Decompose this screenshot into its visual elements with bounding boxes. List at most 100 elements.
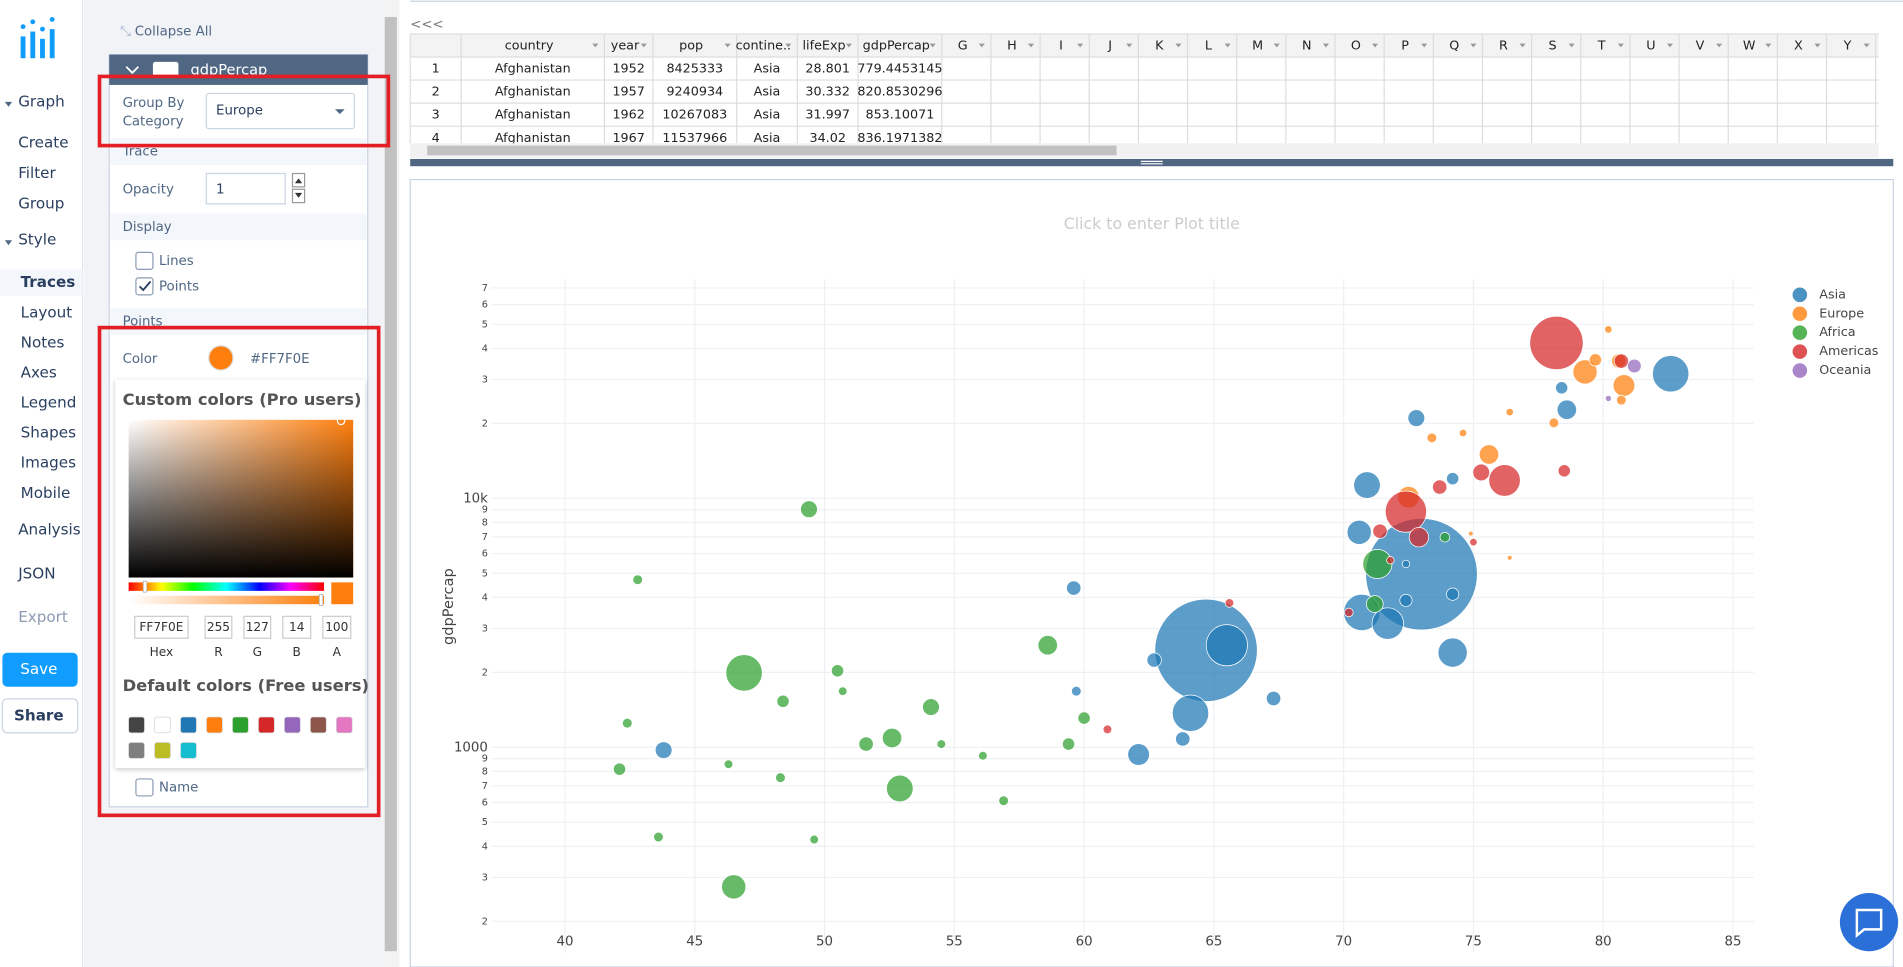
bubble[interactable] xyxy=(1469,537,1478,547)
cell[interactable]: 28.801 xyxy=(805,62,850,77)
bubble[interactable] xyxy=(775,772,786,783)
collapse-all[interactable]: Collapse All xyxy=(135,25,212,40)
cell[interactable]: Asia xyxy=(754,108,781,123)
column-header[interactable]: K xyxy=(1155,39,1164,54)
swatch[interactable] xyxy=(154,716,171,734)
bubble[interactable] xyxy=(1588,353,1602,367)
bubble[interactable] xyxy=(978,750,988,761)
column-header[interactable]: O xyxy=(1351,39,1361,54)
bubble[interactable] xyxy=(1371,607,1404,640)
nav-section[interactable]: JSON xyxy=(17,564,55,582)
legend-marker[interactable] xyxy=(1792,325,1808,340)
bubble[interactable] xyxy=(1407,409,1426,427)
bubble[interactable] xyxy=(1372,523,1388,539)
bubble[interactable] xyxy=(1205,624,1248,667)
header-menu[interactable] xyxy=(640,43,647,48)
legend-label[interactable]: Americas xyxy=(1819,344,1879,359)
group-select[interactable] xyxy=(205,92,355,130)
bubble[interactable] xyxy=(632,574,643,585)
cell[interactable]: 779.4453145 xyxy=(857,62,942,77)
bubble[interactable] xyxy=(1344,607,1354,618)
nav-item[interactable]: Images xyxy=(21,454,76,472)
cell[interactable]: 11537966 xyxy=(662,131,727,146)
checkbox-label[interactable]: Lines xyxy=(159,254,194,269)
bubble[interactable] xyxy=(1175,731,1191,747)
bubble[interactable] xyxy=(1426,432,1438,444)
bubble[interactable] xyxy=(1652,355,1690,393)
bubble[interactable] xyxy=(1401,559,1411,569)
picker-input[interactable] xyxy=(134,615,189,639)
cell[interactable]: Asia xyxy=(754,131,781,146)
column-header[interactable]: W xyxy=(1743,39,1756,54)
column-header[interactable]: I xyxy=(1059,39,1063,54)
bubble[interactable] xyxy=(800,500,818,519)
bubble[interactable] xyxy=(1102,724,1113,735)
hue-slider[interactable] xyxy=(128,582,325,591)
bubble[interactable] xyxy=(653,831,664,843)
header-menu[interactable] xyxy=(1716,43,1723,48)
bubble[interactable] xyxy=(1386,556,1395,565)
picker-input[interactable] xyxy=(322,615,352,639)
nav-item[interactable]: Create xyxy=(18,134,68,152)
swatch[interactable] xyxy=(206,716,223,734)
column-header[interactable]: R xyxy=(1499,39,1508,54)
swatch[interactable] xyxy=(180,742,197,759)
bubble[interactable] xyxy=(1446,472,1460,486)
legend-label[interactable]: Europe xyxy=(1819,306,1864,321)
bubble[interactable] xyxy=(1077,711,1091,725)
bubble[interactable] xyxy=(1439,531,1451,543)
cell[interactable]: Afghanistan xyxy=(495,62,571,77)
color-swatch[interactable] xyxy=(208,345,234,371)
bubble[interactable] xyxy=(1353,471,1381,499)
bubble[interactable] xyxy=(1432,479,1448,495)
swatch[interactable] xyxy=(310,716,327,734)
grid-scroll-thumb[interactable] xyxy=(427,145,1117,156)
name-checkbox[interactable] xyxy=(135,778,154,797)
trace-header[interactable] xyxy=(109,54,368,85)
nav-item[interactable]: Filter xyxy=(18,164,56,182)
column-header[interactable]: M xyxy=(1252,39,1263,54)
bubble[interactable] xyxy=(881,727,903,749)
header-menu[interactable] xyxy=(1519,43,1526,48)
header-menu[interactable] xyxy=(1765,43,1772,48)
column-header[interactable]: U xyxy=(1646,39,1655,54)
swatch[interactable] xyxy=(258,716,275,734)
cell[interactable]: Asia xyxy=(754,85,781,100)
bubble[interactable] xyxy=(1346,519,1372,545)
header-menu[interactable] xyxy=(1175,43,1182,48)
points-checkbox[interactable] xyxy=(135,277,154,296)
header-menu[interactable] xyxy=(592,43,599,48)
nav-item[interactable]: Group xyxy=(18,194,64,212)
swatch[interactable] xyxy=(128,742,145,759)
bubble[interactable] xyxy=(1506,554,1513,561)
cell[interactable]: 836.1971382 xyxy=(857,131,942,146)
checkbox-label[interactable]: Points xyxy=(159,279,199,294)
legend-marker[interactable] xyxy=(1792,363,1808,378)
bubble[interactable] xyxy=(1616,394,1627,406)
splitter[interactable] xyxy=(410,158,1894,167)
cell[interactable]: 853.10071 xyxy=(865,108,934,123)
bubble[interactable] xyxy=(838,686,848,696)
bubble[interactable] xyxy=(998,795,1009,806)
bubble[interactable] xyxy=(1472,463,1490,482)
swatch[interactable] xyxy=(284,716,301,734)
header-menu[interactable] xyxy=(1666,43,1674,48)
bubble[interactable] xyxy=(1127,743,1150,766)
swatch[interactable] xyxy=(154,742,171,759)
picker-input[interactable] xyxy=(282,615,312,639)
header-menu[interactable] xyxy=(1077,43,1084,48)
bubble[interactable] xyxy=(1365,595,1384,613)
header-menu[interactable] xyxy=(1814,43,1821,48)
picker-input[interactable] xyxy=(243,615,272,639)
bubble[interactable] xyxy=(1458,428,1468,438)
swatch[interactable] xyxy=(336,716,353,734)
column-header[interactable]: P xyxy=(1401,39,1409,54)
bubble[interactable] xyxy=(1071,685,1082,697)
cell[interactable]: Afghanistan xyxy=(495,131,571,146)
bubble[interactable] xyxy=(1529,315,1584,370)
header-menu[interactable] xyxy=(1617,43,1624,48)
bubble[interactable] xyxy=(612,762,627,776)
swatch[interactable] xyxy=(180,716,197,734)
legend-marker[interactable] xyxy=(1792,287,1808,303)
bubble[interactable] xyxy=(723,759,734,769)
